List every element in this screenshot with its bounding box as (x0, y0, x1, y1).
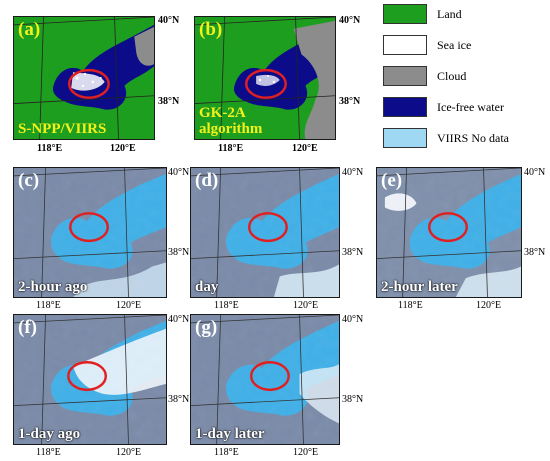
lon-tick-118e-b: 118°E (218, 143, 244, 154)
lon-tick-118e-e: 118°E (398, 300, 423, 311)
lat-tick-38n-b: 38°N (339, 96, 361, 107)
panel-d: (d) day (190, 167, 340, 298)
legend-swatch-land (383, 4, 427, 24)
lon-tick-118e-f: 118°E (36, 447, 61, 458)
highlight-circle-b (245, 68, 287, 99)
panel-label-g: (g) (195, 317, 218, 338)
satellite-image-e (377, 168, 521, 297)
lat-tick-38n-a: 38°N (158, 96, 180, 107)
lat-tick-38n-c: 38°N (168, 247, 190, 258)
lon-tick-120e-g: 120°E (293, 447, 319, 458)
panel-label-e: (e) (381, 170, 403, 191)
satellite-image-d (191, 168, 339, 297)
panel-label-c: (c) (18, 170, 40, 191)
legend-label-land: Land (437, 7, 462, 21)
highlight-circle-a (67, 68, 110, 99)
panel-caption-b: GK-2A algorithm (199, 105, 263, 137)
highlight-circle-d (247, 212, 288, 243)
lon-tick-120e-a: 120°E (110, 143, 136, 154)
panel-caption-f: 1-day ago (18, 426, 81, 442)
legend-swatch-sea-ice (383, 35, 427, 55)
panel-caption-c: 2-hour ago (18, 279, 88, 295)
legend-label-viirs-no-data: VIIRS No data (437, 131, 509, 145)
legend-item-cloud: Cloud (383, 66, 543, 88)
legend-item-ice-free-water: Ice-free water (383, 97, 543, 119)
lat-tick-40n-f: 40°N (168, 314, 190, 325)
panel-b: (b) GK-2A algorithm (194, 16, 336, 140)
lat-tick-38n-e: 38°N (524, 247, 546, 258)
lon-tick-118e-d: 118°E (214, 300, 239, 311)
legend-swatch-viirs-no-data (383, 128, 427, 148)
lat-tick-40n-a: 40°N (158, 15, 180, 26)
panel-caption-d: day (195, 279, 219, 295)
legend-label-ice-free-water: Ice-free water (437, 100, 504, 114)
lat-tick-40n-d: 40°N (342, 167, 364, 178)
panel-caption-a: S-NPP/VIIRS (18, 121, 107, 137)
lon-tick-118e-a: 118°E (37, 143, 63, 154)
satellite-image-g (191, 315, 339, 444)
panel-a: (a) S-NPP/VIIRS (13, 16, 155, 140)
highlight-circle-e (428, 212, 468, 243)
lon-tick-120e-b: 120°E (292, 143, 318, 154)
lat-tick-38n-d: 38°N (342, 247, 364, 258)
lon-tick-120e-d: 120°E (293, 300, 319, 311)
panel-c: (c) 2-hour ago (13, 167, 167, 298)
panel-f: (f) 1-day ago (13, 314, 167, 445)
lat-tick-40n-g: 40°N (342, 314, 364, 325)
highlight-circle-f (67, 361, 108, 392)
panel-label-d: (d) (195, 170, 219, 191)
lon-tick-118e-g: 118°E (214, 447, 239, 458)
legend-item-land: Land (383, 4, 543, 26)
panel-label-a: (a) (18, 19, 41, 40)
satellite-image-f (14, 315, 166, 444)
legend-swatch-cloud (383, 66, 427, 86)
satellite-image-c (14, 168, 166, 297)
lat-tick-40n-e: 40°N (524, 167, 546, 178)
lat-tick-40n-c: 40°N (168, 167, 190, 178)
legend-swatch-ice-free-water (383, 97, 427, 117)
legend-item-sea-ice: Sea ice (383, 35, 543, 57)
lon-tick-118e-c: 118°E (36, 300, 61, 311)
panel-label-f: (f) (18, 317, 37, 338)
lat-tick-38n-g: 38°N (342, 394, 364, 405)
highlight-circle-c (69, 212, 109, 243)
panel-caption-g: 1-day later (195, 426, 265, 442)
lon-tick-120e-f: 120°E (116, 447, 142, 458)
legend-label-sea-ice: Sea ice (437, 38, 472, 52)
classification-map-a (14, 17, 154, 139)
panel-label-b: (b) (199, 19, 223, 40)
lat-tick-40n-b: 40°N (339, 15, 361, 26)
panel-g: (g) 1-day later (190, 314, 340, 445)
legend-label-cloud: Cloud (437, 69, 467, 83)
panel-e: (e) 2-hour later (376, 167, 522, 298)
lon-tick-120e-e: 120°E (476, 300, 502, 311)
lon-tick-120e-c: 120°E (116, 300, 142, 311)
panel-caption-e: 2-hour later (381, 279, 458, 295)
lat-tick-38n-f: 38°N (168, 394, 190, 405)
highlight-circle-g (249, 361, 290, 392)
classification-map-b (195, 17, 335, 139)
legend-item-viirs-no-data: VIIRS No data (383, 128, 543, 150)
